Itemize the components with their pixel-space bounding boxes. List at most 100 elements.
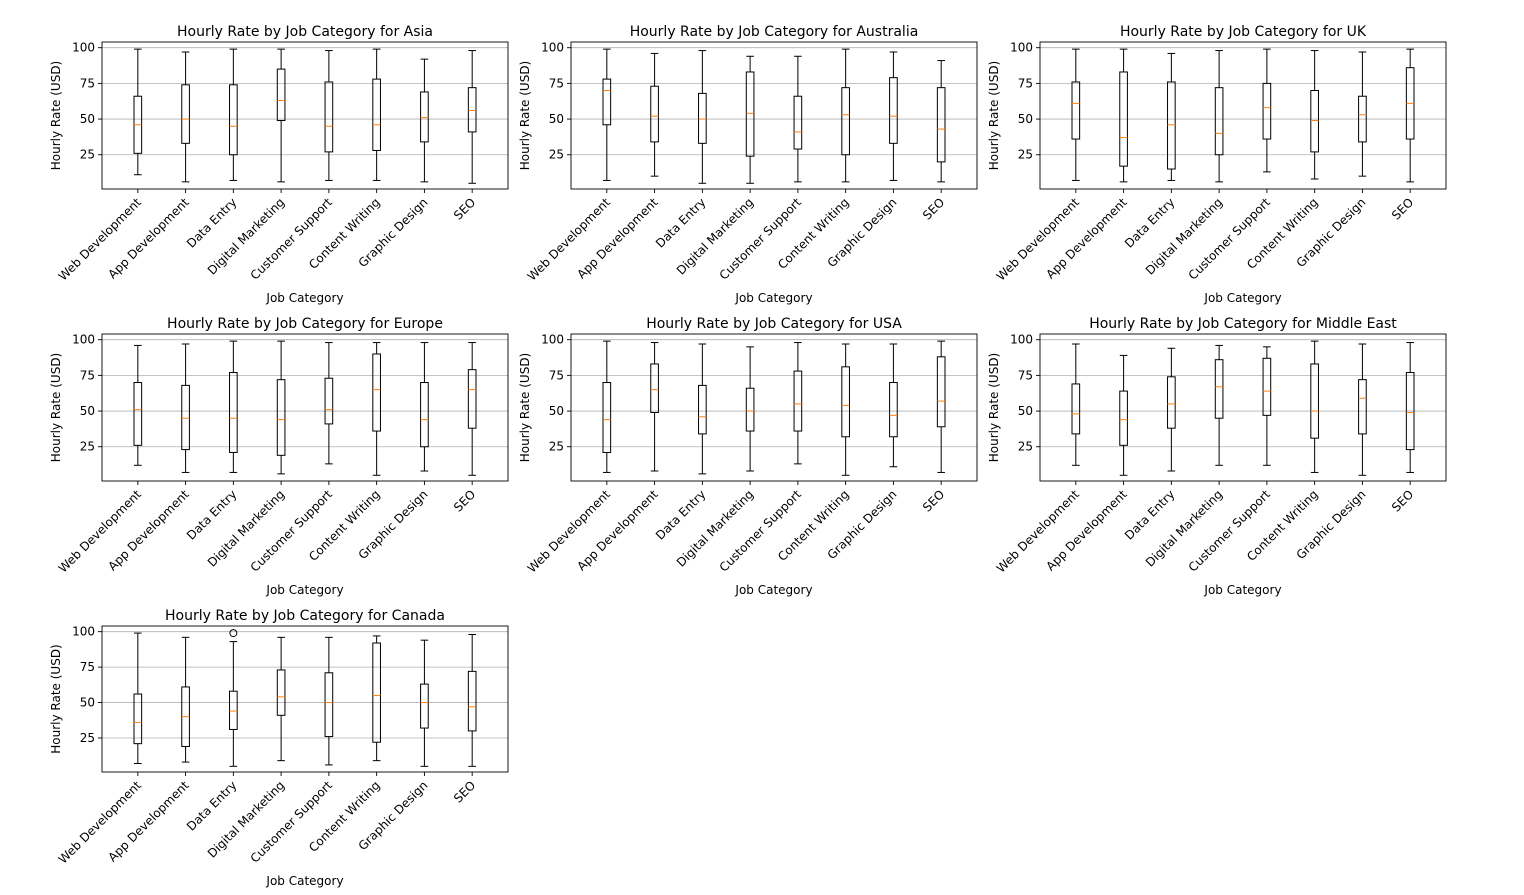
box-customer-support: [324, 377, 334, 425]
y-tick-label: 100: [1010, 41, 1033, 55]
x-tick-label: SEO: [451, 487, 478, 514]
chart-title: Hourly Rate by Job Category for UK: [1120, 24, 1367, 40]
box-customer-support: [324, 81, 334, 153]
x-axis-label: Job Category: [734, 291, 812, 305]
chart-title: Hourly Rate by Job Category for USA: [646, 316, 902, 332]
y-tick-label: 100: [541, 41, 564, 55]
y-tick-label: 50: [1018, 404, 1033, 418]
y-tick-label: 50: [80, 404, 95, 418]
box-graphic-design: [420, 91, 429, 143]
x-axis-label: Job Category: [265, 583, 343, 597]
x-tick-label: Web Development: [56, 195, 144, 283]
y-tick-label: 25: [1018, 440, 1033, 454]
x-tick-label: Customer Support: [1186, 195, 1274, 283]
x-tick-label: App Development: [1043, 487, 1130, 574]
y-tick-label: 100: [72, 333, 95, 347]
box-seo: [467, 87, 477, 133]
y-axis-label: Hourly Rate (USD): [987, 353, 1001, 463]
y-tick-label: 25: [80, 440, 95, 454]
box-data-entry: [1167, 376, 1176, 429]
chart-title: Hourly Rate by Job Category for Europe: [167, 316, 443, 332]
x-tick-label: SEO: [1389, 195, 1416, 222]
box-customer-support: [324, 672, 334, 738]
y-tick-label: 75: [1018, 76, 1033, 90]
x-tick-label: Web Development: [56, 487, 144, 575]
axes-frame: [1039, 41, 1447, 190]
box-content-writing: [1310, 90, 1319, 153]
y-tick-label: 75: [80, 368, 95, 382]
x-tick-label: Web Development: [994, 195, 1082, 283]
x-tick-label: Customer Support: [1186, 487, 1274, 575]
x-tick-label: SEO: [920, 487, 947, 514]
y-tick-label: 75: [1018, 368, 1033, 382]
box-app-development: [181, 384, 190, 451]
y-tick-label: 100: [72, 625, 95, 639]
y-tick-label: 100: [1010, 333, 1033, 347]
box-graphic-design: [1358, 379, 1367, 435]
y-tick-label: 75: [549, 76, 564, 90]
box-app-development: [1119, 390, 1128, 446]
box-digital-marketing: [1214, 359, 1224, 419]
x-tick-label: App Development: [105, 487, 192, 574]
x-tick-label: SEO: [451, 778, 478, 805]
y-axis-label: Hourly Rate (USD): [518, 353, 532, 463]
box-seo: [936, 87, 946, 163]
box-customer-support: [1262, 82, 1272, 140]
box-content-writing: [841, 366, 850, 438]
y-tick-label: 50: [80, 696, 95, 710]
box-customer-support: [793, 370, 803, 432]
box-digital-marketing: [276, 379, 286, 456]
y-tick-label: 25: [1018, 148, 1033, 162]
axes-frame: [1039, 333, 1447, 482]
box-seo: [467, 369, 477, 429]
box-digital-marketing: [276, 68, 286, 121]
box-app-development: [181, 84, 190, 144]
box-data-entry: [698, 384, 707, 435]
x-tick-label: Web Development: [525, 487, 613, 575]
y-tick-label: 100: [72, 41, 95, 55]
box-graphic-design: [889, 382, 898, 438]
x-tick-label: SEO: [451, 195, 478, 222]
box-graphic-design: [1358, 95, 1367, 143]
box-web-development: [602, 382, 612, 453]
box-digital-marketing: [1214, 87, 1224, 156]
box-customer-support: [793, 95, 803, 150]
box-digital-marketing: [276, 669, 286, 716]
box-app-development: [1119, 71, 1128, 167]
y-tick-label: 50: [1018, 112, 1033, 126]
box-customer-support: [1262, 357, 1272, 416]
box-data-entry: [1167, 81, 1176, 170]
y-axis-label: Hourly Rate (USD): [49, 61, 63, 171]
x-tick-label: Customer Support: [248, 195, 336, 283]
x-tick-label: Customer Support: [717, 487, 805, 575]
chart-title: Hourly Rate by Job Category for Canada: [165, 608, 445, 624]
chart-title: Hourly Rate by Job Category for Asia: [177, 24, 433, 40]
y-tick-label: 25: [80, 731, 95, 745]
box-seo: [1405, 372, 1415, 451]
axes-frame: [570, 333, 978, 482]
axes-frame: [101, 625, 509, 773]
x-tick-label: App Development: [105, 195, 192, 282]
x-axis-label: Job Category: [265, 291, 343, 305]
outlier-data-entry: [229, 629, 238, 638]
box-digital-marketing: [745, 387, 755, 432]
y-tick-label: 100: [541, 333, 564, 347]
box-web-development: [1071, 81, 1081, 140]
x-tick-label: Customer Support: [248, 778, 336, 866]
x-tick-label: App Development: [574, 195, 661, 282]
box-data-entry: [698, 92, 707, 144]
axes-frame: [570, 41, 978, 190]
x-axis-label: Job Category: [1203, 291, 1281, 305]
y-tick-label: 25: [549, 440, 564, 454]
x-tick-label: SEO: [1389, 487, 1416, 514]
x-axis-label: Job Category: [265, 874, 343, 888]
x-tick-label: Web Development: [525, 195, 613, 283]
axes-frame: [101, 333, 509, 482]
y-axis-label: Hourly Rate (USD): [49, 353, 63, 463]
